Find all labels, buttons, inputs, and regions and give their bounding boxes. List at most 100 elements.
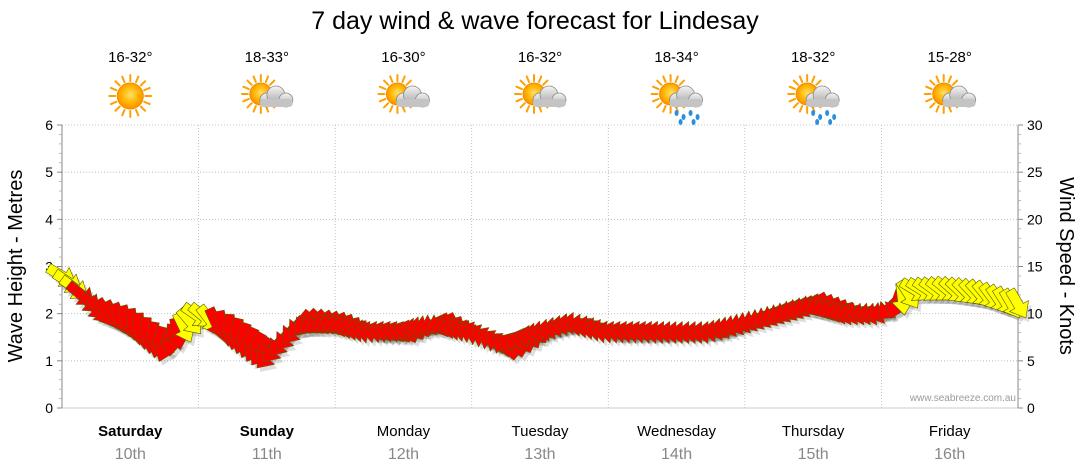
right-tick-label: 5 bbox=[1027, 353, 1035, 369]
cloud-icon bbox=[259, 85, 294, 108]
sun-ray bbox=[519, 102, 526, 109]
left-tick-label: 1 bbox=[45, 353, 53, 369]
wind-arrow bbox=[1005, 287, 1029, 319]
sun-ray bbox=[143, 100, 151, 106]
sun-ray bbox=[515, 97, 523, 103]
day-forecast: 18-34° bbox=[650, 49, 703, 125]
day-temp: 15-28° bbox=[928, 49, 972, 66]
day-temp: 18-34° bbox=[654, 49, 698, 66]
sun-ray bbox=[114, 105, 121, 112]
sun-ray bbox=[947, 75, 952, 83]
sun-ray bbox=[951, 79, 959, 86]
day-forecast: 18-33° bbox=[240, 49, 294, 114]
right-tick-label: 25 bbox=[1027, 164, 1043, 180]
left-tick-label: 4 bbox=[45, 211, 53, 227]
sun-ray bbox=[678, 79, 686, 86]
rain-drop bbox=[825, 110, 830, 116]
right-axis: 0 5 10 15 20 25 30 bbox=[1017, 117, 1043, 416]
rain-drop bbox=[811, 110, 816, 116]
left-tick-label: 0 bbox=[45, 400, 53, 416]
sun-ray bbox=[929, 79, 936, 86]
day-date-label: 13th bbox=[524, 446, 555, 463]
x-axis-labels: Saturday 10th Sunday 11th Monday 12th Tuesday 1… bbox=[98, 423, 971, 463]
sun-ray bbox=[382, 79, 390, 86]
sun-ray bbox=[135, 108, 140, 117]
sun-ray bbox=[378, 85, 387, 91]
day-name-label: Tuesday bbox=[512, 423, 569, 440]
day-forecast: 15-28° bbox=[923, 49, 977, 114]
sun-ray bbox=[135, 75, 140, 84]
sun-ray bbox=[389, 105, 394, 113]
day-date-label: 14th bbox=[661, 446, 692, 463]
day-date-label: 16th bbox=[934, 446, 965, 463]
sun-ray bbox=[537, 75, 543, 83]
sun-ray bbox=[525, 105, 531, 113]
sun-disc bbox=[116, 82, 144, 110]
sun-ray bbox=[378, 97, 387, 103]
rain-drop bbox=[818, 114, 823, 120]
cloud-icon bbox=[805, 85, 840, 108]
sun-ray bbox=[788, 85, 797, 91]
rain-icon bbox=[811, 110, 837, 125]
left-tick-label: 5 bbox=[45, 164, 53, 180]
rain-drop bbox=[681, 114, 686, 120]
rain-drop bbox=[695, 114, 700, 120]
day-name-label: Thursday bbox=[782, 423, 845, 440]
sun-ray bbox=[674, 75, 679, 83]
day-forecast: 16-32° bbox=[108, 49, 152, 118]
sun-ray bbox=[792, 79, 799, 86]
sun-ray bbox=[792, 102, 799, 109]
right-axis-label: Wind Speed - Knots bbox=[1055, 177, 1077, 355]
sun-ray bbox=[925, 97, 933, 103]
sun-ray bbox=[121, 75, 126, 84]
day-forecast: 16-30° bbox=[377, 49, 430, 114]
cloud-base bbox=[942, 99, 976, 107]
sun-ray bbox=[662, 105, 667, 113]
right-tick-label: 20 bbox=[1027, 211, 1043, 227]
day-temp: 16-30° bbox=[381, 49, 425, 66]
sun-ray bbox=[382, 102, 390, 109]
watermark: www.seabreeze.com.au bbox=[909, 393, 1016, 404]
sun-ray bbox=[542, 79, 549, 86]
sun-ray bbox=[242, 85, 250, 91]
sun-ray bbox=[935, 105, 940, 113]
day-name-label: Monday bbox=[377, 423, 431, 440]
grid-lines bbox=[62, 124, 1018, 408]
sun-ray bbox=[798, 75, 804, 83]
sun-ray bbox=[925, 85, 933, 91]
rain-drop bbox=[678, 119, 683, 125]
sun-ray bbox=[121, 108, 126, 117]
day-name-label: Saturday bbox=[98, 423, 163, 440]
sun-ray bbox=[114, 80, 121, 87]
left-tick-label: 6 bbox=[45, 117, 53, 133]
sun-ray bbox=[652, 85, 660, 91]
day-name-label: Wednesday bbox=[637, 423, 716, 440]
left-axis-label: Wave Height - Metres bbox=[5, 170, 27, 363]
rain-drop bbox=[828, 119, 833, 125]
cloud-base bbox=[533, 99, 566, 107]
sun-ray bbox=[405, 79, 412, 86]
sun-ray bbox=[811, 75, 816, 83]
day-name-label: Friday bbox=[929, 423, 971, 440]
sun-ray bbox=[246, 79, 253, 86]
cloud-base bbox=[259, 99, 293, 107]
left-tick-label: 2 bbox=[45, 306, 53, 322]
rain-drop bbox=[674, 110, 679, 116]
sun-ray bbox=[815, 79, 822, 86]
sun-ray bbox=[798, 105, 804, 113]
sun-ray bbox=[401, 75, 406, 83]
sun-ray bbox=[139, 80, 147, 87]
right-tick-label: 10 bbox=[1027, 306, 1043, 322]
day-temp: 18-32° bbox=[791, 49, 835, 66]
sun-ray bbox=[515, 85, 523, 91]
sun-ray bbox=[242, 97, 250, 103]
right-tick-label: 15 bbox=[1027, 259, 1043, 275]
day-date-label: 11th bbox=[252, 446, 282, 463]
days-header: 16-32° 18-33° 16-30° 16-32° 18-34° 18-32° 15-2… bbox=[108, 49, 977, 125]
sun-ray bbox=[252, 75, 257, 83]
sun-ray bbox=[525, 75, 531, 83]
day-date-label: 12th bbox=[388, 446, 419, 463]
rain-drop bbox=[815, 119, 820, 125]
sun-ray bbox=[109, 86, 118, 92]
